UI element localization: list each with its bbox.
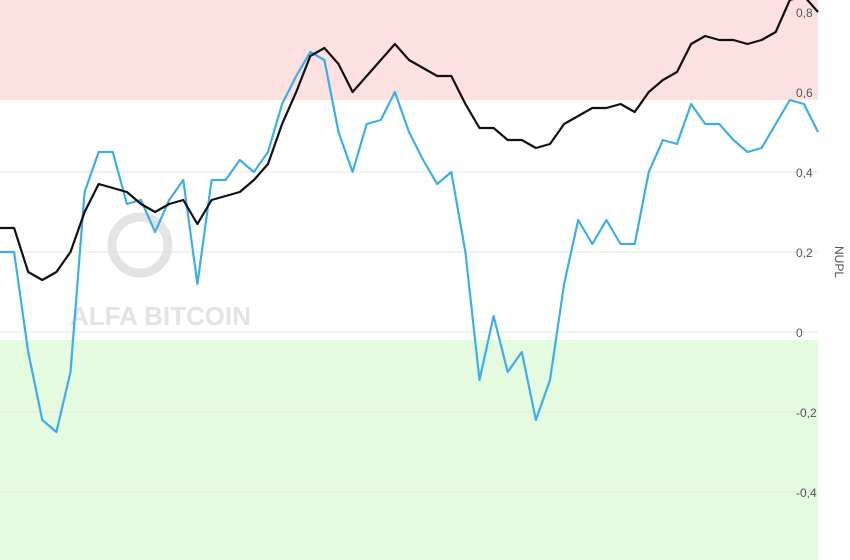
y-tick-label: -0,4 <box>796 486 817 500</box>
lines <box>0 0 819 434</box>
zone-band <box>0 340 818 560</box>
grid: -0,4 -0,2 0 0,2 0,4 0,6 0,8 <box>0 6 818 500</box>
y-tick-label: 0,6 <box>796 86 813 100</box>
y-tick-label: 0,8 <box>796 6 813 20</box>
zone-band <box>0 0 818 100</box>
watermark: ALFA BITCOIN <box>70 212 251 331</box>
y-tick-label: 0,2 <box>796 246 813 260</box>
watermark-logo <box>107 212 173 278</box>
y-tick-label: -0,2 <box>796 406 817 420</box>
series-line <box>0 0 819 282</box>
y-tick-label: 0,4 <box>796 166 813 180</box>
watermark-text: ALFA BITCOIN <box>70 301 251 331</box>
bands <box>0 0 818 560</box>
y-tick-label: 0 <box>796 326 803 340</box>
y-axis-label: NUPL <box>832 246 846 278</box>
